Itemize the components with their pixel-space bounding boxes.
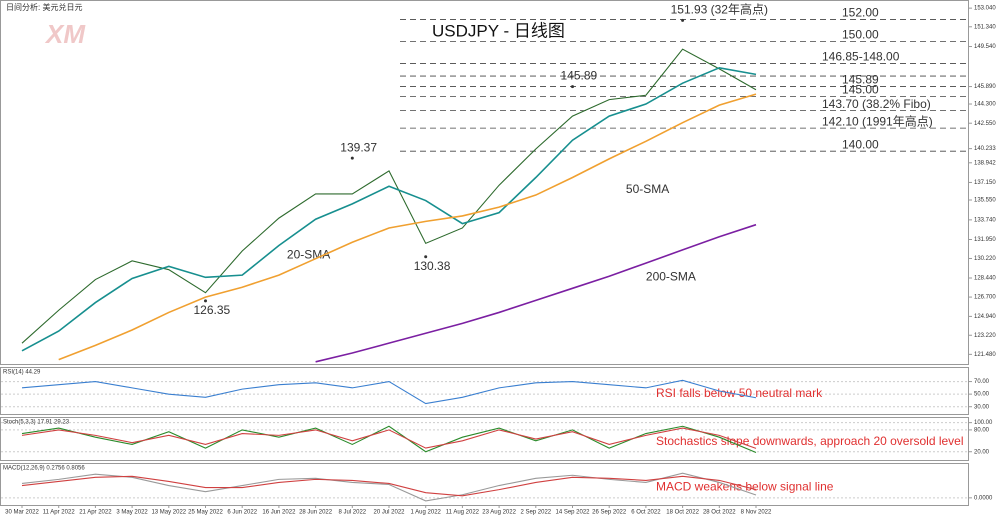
x-tick-label: 14 Sep 2022 [555,510,590,516]
y-tick-label: 20.00 [974,449,990,455]
y-tick-label: 121.480 [974,352,996,358]
level-label: 146.85-148.00 [822,50,900,64]
chart-title: USDJPY - 日线图 [432,21,565,40]
y-tick-label: 144.300 [974,102,996,108]
y-tick-label: 153.040 [974,6,996,12]
series-line [21,427,757,449]
x-tick-label: 21 Apr 2022 [79,510,112,516]
x-tick-label: 23 Aug 2022 [482,510,516,516]
y-tick-label: 133.740 [974,217,996,223]
x-tick-label: 8 Nov 2022 [741,510,772,516]
x-tick-label: 28 Jun 2022 [299,510,333,516]
panel-title: MACD(12,26,9) 0.2756 0.8056 [3,466,85,472]
x-tick-label: 8 Jul 2022 [338,510,366,516]
series-line [21,48,757,344]
x-tick-label: 26 Sep 2022 [592,510,627,516]
panel-annotation: Stochastics slope downwards, approach 20… [656,434,964,448]
peak-label: 139.37 [340,140,377,154]
peak-marker [204,299,207,303]
level-label: 152.00 [842,6,879,20]
x-tick-label: 18 Oct 2022 [666,510,699,516]
peak-marker [350,156,354,160]
peak-marker [424,255,428,259]
y-tick-label: 140.233 [974,146,996,152]
series-label: 200-SMA [646,270,696,284]
stoch-frame [0,417,969,461]
logo: XM [44,19,86,49]
y-tick-label: 130.220 [974,256,996,262]
x-tick-label: 3 May 2022 [116,510,148,516]
x-tick-label: 11 Apr 2022 [43,510,76,516]
peak-label: 151.93 (32年高点) [671,1,768,16]
y-tick-label: 124.940 [974,314,996,320]
series-line [58,93,757,361]
y-tick-label: 145.890 [974,84,996,90]
y-tick-label: 126.700 [974,295,996,301]
x-tick-label: 28 Oct 2022 [703,510,736,516]
x-tick-label: 25 May 2022 [188,510,223,516]
x-tick-label: 11 Aug 2022 [446,510,480,516]
series-line [21,472,757,502]
y-tick-label: 128.440 [974,276,996,282]
panel-title: RSI(14) 44.29 [3,370,41,376]
level-label: 142.10 (1991年高点) [822,113,933,128]
y-tick-label: 142.550 [974,121,996,127]
level-label: 145.00 [842,83,879,97]
y-tick-label: 50.00 [974,392,990,398]
level-label: 140.00 [842,137,879,151]
x-tick-label: 6 Oct 2022 [631,510,661,516]
y-tick-label: 137.150 [974,180,996,186]
series-line [21,66,757,352]
level-label: 143.70 (38.2% Fibo) [822,97,931,111]
y-tick-label: 123.220 [974,333,996,339]
series-line [315,223,757,363]
x-tick-label: 13 May 2022 [151,510,186,516]
series-line [21,379,757,405]
peak-label: 126.35 [194,303,231,317]
x-tick-label: 1 Aug 2022 [411,510,442,516]
y-tick-label: 135.550 [974,198,996,204]
y-tick-label: 100.00 [974,420,993,426]
caption: 日间分析: 美元兑日元 [6,2,82,12]
y-tick-label: 151.340 [974,24,996,30]
y-tick-label: 70.00 [974,379,990,385]
x-tick-label: 30 Mar 2022 [5,510,39,516]
y-tick-label: 80.00 [974,427,990,433]
series-label: 20-SMA [287,248,330,262]
rsi-frame [0,367,969,415]
series-line [21,475,757,497]
series-label: 50-SMA [626,182,669,196]
y-tick-label: 30.00 [974,404,990,410]
y-tick-label: 149.540 [974,44,996,50]
x-tick-label: 6 Jun 2022 [227,510,257,516]
y-tick-label: 0.0000 [974,495,993,501]
macd-frame [0,463,969,506]
peak-marker [571,85,574,89]
peak-marker [681,18,685,22]
panel-title: Stoch(5,3,3) 17.91 29.23 [3,420,70,426]
peak-label: 130.38 [414,259,451,273]
y-tick-label: 131.950 [974,237,996,243]
x-tick-label: 16 Jun 2022 [262,510,296,516]
level-label: 145.89 [842,73,879,87]
level-label: 150.00 [842,28,879,42]
x-tick-label: 20 Jul 2022 [373,510,405,516]
x-tick-label: 2 Sep 2022 [520,510,551,516]
y-tick-label: 138.942 [974,160,996,166]
panel-annotation: RSI falls below 50 neutral mark [656,386,823,400]
peak-label: 145.89 [561,69,598,83]
